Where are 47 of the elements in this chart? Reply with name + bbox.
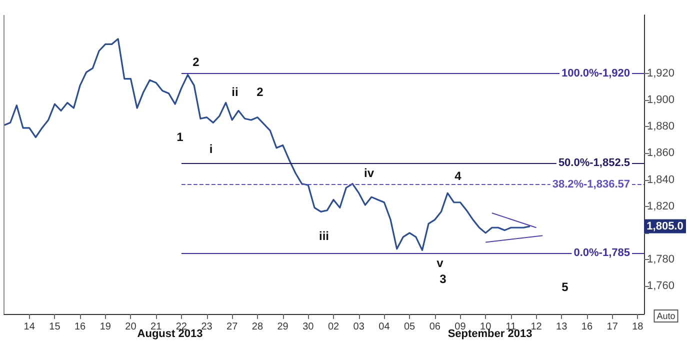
- x-tick-label: 30: [302, 322, 314, 332]
- x-tick-label: 29: [277, 322, 289, 332]
- annotation: 5: [562, 280, 569, 294]
- x-tick-label: 19: [100, 322, 112, 332]
- x-tick-label: 21: [150, 322, 162, 332]
- annotation: 1,805.0: [646, 220, 684, 232]
- x-tick-label: 03: [353, 322, 365, 332]
- x-tick-label: 06: [429, 322, 441, 332]
- y-tick-label: 1,820: [647, 200, 675, 212]
- x-tick-label: 28: [252, 322, 264, 332]
- y-tick-label: 1,840: [647, 174, 675, 186]
- x-tick-label: 18: [632, 322, 644, 332]
- x-tick-label: 04: [378, 322, 390, 332]
- y-tick-label: 1,920: [647, 67, 675, 80]
- annotation: i: [209, 142, 213, 156]
- annotation: 2: [256, 85, 264, 99]
- y-tick-label: 1,760: [647, 280, 675, 292]
- x-tick-label: 15: [49, 322, 61, 332]
- annotation: 38.2%-1,836.57: [552, 178, 630, 190]
- y-tick-label: 1,860: [647, 147, 675, 160]
- annotation: 50.0%-1,852.5: [558, 157, 630, 170]
- x-tick-label: 13: [556, 322, 568, 332]
- x-tick-label: 12: [530, 322, 542, 332]
- x-tick-label: 27: [226, 322, 238, 332]
- x-tick-label: 20: [125, 322, 137, 332]
- annotation: 100.0%-1,920: [562, 67, 630, 80]
- annotation: 3: [440, 272, 447, 286]
- annotation: 4: [454, 169, 462, 183]
- x-tick-label: 09: [454, 322, 466, 332]
- x-tick-label: 14: [24, 322, 36, 332]
- y-tick-label: 1,780: [647, 254, 675, 266]
- x-tick-label: 16: [74, 322, 86, 332]
- x-tick-label: 02: [328, 322, 340, 332]
- annotation: iv: [364, 166, 374, 180]
- x-tick-label: 23: [201, 322, 213, 332]
- y-tick-label: 1,900: [647, 94, 675, 106]
- annotation: 1: [176, 130, 184, 144]
- x-tick-label: 16: [581, 322, 593, 332]
- annotation: 2: [192, 55, 200, 69]
- annotation: iii: [318, 229, 330, 243]
- annotation: ii: [232, 85, 238, 99]
- annotation: 0.0%-1,785: [574, 246, 630, 259]
- text: Auto: [656, 311, 676, 321]
- annotation: v: [436, 256, 444, 270]
- x-tick-label: 17: [606, 322, 618, 332]
- x-tick-label: 05: [404, 322, 416, 332]
- y-tick-label: 1,880: [647, 120, 675, 133]
